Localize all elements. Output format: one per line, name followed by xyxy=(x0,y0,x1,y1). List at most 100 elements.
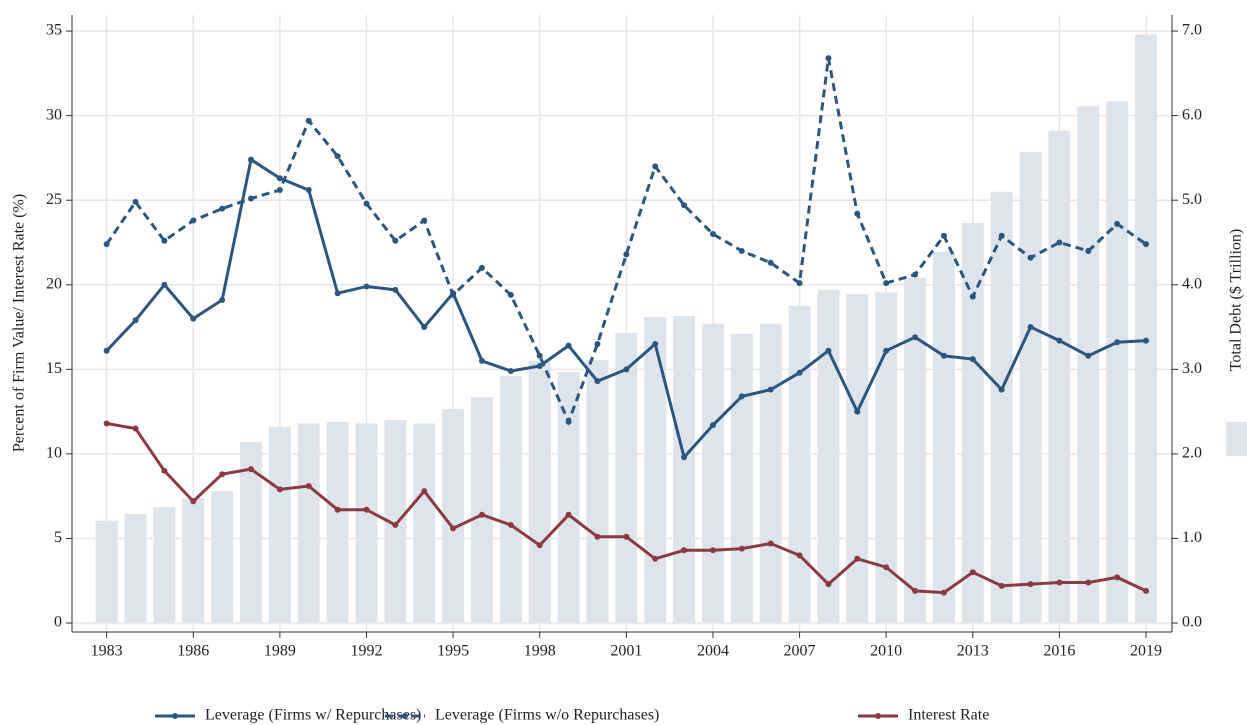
point xyxy=(190,217,197,224)
point xyxy=(738,545,745,552)
point xyxy=(1056,239,1063,246)
x-tick-label: 1998 xyxy=(524,643,556,660)
point xyxy=(219,205,226,212)
x-tick-label: 2001 xyxy=(610,643,642,660)
y-tick-label: 10 xyxy=(46,445,62,462)
point xyxy=(392,286,399,293)
bar xyxy=(1135,34,1157,624)
point xyxy=(190,315,197,322)
point xyxy=(161,281,168,288)
x-tick-label: 2007 xyxy=(784,643,816,660)
point xyxy=(1085,247,1092,254)
bar xyxy=(586,360,609,624)
point xyxy=(132,198,139,205)
point xyxy=(652,163,659,170)
legend-point xyxy=(402,713,408,719)
point xyxy=(305,187,312,194)
bar xyxy=(240,442,262,624)
legend-point xyxy=(172,713,178,719)
point xyxy=(363,506,370,513)
y-tick-label: 0 xyxy=(54,614,62,631)
point xyxy=(219,471,226,478)
point xyxy=(623,366,630,373)
point xyxy=(161,467,168,474)
bar xyxy=(355,423,378,624)
y2-tick-label: 3.0 xyxy=(1182,360,1202,377)
bar xyxy=(990,191,1013,624)
point xyxy=(998,386,1005,393)
point xyxy=(392,521,399,528)
bar xyxy=(528,360,551,624)
x-tick-label: 1995 xyxy=(437,643,469,660)
y2-tick-label: 0.0 xyxy=(1182,614,1202,631)
bar-legend-swatch xyxy=(1226,422,1247,456)
point xyxy=(652,340,659,347)
point xyxy=(478,264,485,271)
point xyxy=(969,569,976,576)
point xyxy=(623,533,630,540)
point xyxy=(248,466,255,473)
point xyxy=(594,533,601,540)
y2-tick-label: 2.0 xyxy=(1182,445,1202,462)
point xyxy=(536,362,543,369)
bar xyxy=(759,323,782,624)
point xyxy=(883,564,890,571)
x-tick-label: 1983 xyxy=(91,643,123,660)
bar xyxy=(557,371,580,624)
point xyxy=(305,483,312,490)
bar xyxy=(1077,106,1100,624)
point xyxy=(796,552,803,559)
legend-label: Leverage (Firms w/o Repurchases) xyxy=(435,707,659,724)
point xyxy=(825,347,832,354)
bar xyxy=(499,376,522,624)
point xyxy=(392,237,399,244)
y2-tick-label: 6.0 xyxy=(1182,106,1202,123)
point xyxy=(305,117,312,124)
x-tick-label: 1992 xyxy=(350,643,382,660)
y-axis-label: Percent of Firm Value/ Interest Rate (%) xyxy=(11,194,28,452)
bar xyxy=(471,397,493,624)
bar xyxy=(211,491,234,624)
bar xyxy=(701,323,724,624)
point xyxy=(276,486,283,493)
point xyxy=(334,506,341,513)
point xyxy=(883,347,890,354)
bar xyxy=(904,278,927,624)
point xyxy=(709,547,716,554)
point xyxy=(940,232,947,239)
point xyxy=(652,555,659,562)
point xyxy=(796,280,803,287)
y2-axis-label: Total Debt ($ Trillion) xyxy=(1228,229,1245,371)
point xyxy=(594,340,601,347)
legend-label: Interest Rate xyxy=(908,707,989,724)
bar xyxy=(95,520,118,624)
point xyxy=(248,156,255,163)
point xyxy=(1056,579,1063,586)
point xyxy=(450,291,457,298)
point xyxy=(450,525,457,532)
lines xyxy=(103,55,1150,596)
point xyxy=(912,271,919,278)
point xyxy=(1114,339,1121,346)
point xyxy=(276,175,283,182)
point xyxy=(623,251,630,258)
point xyxy=(1027,581,1034,588)
y-tick-label: 25 xyxy=(46,191,62,208)
point xyxy=(565,418,572,425)
y-tick-label: 5 xyxy=(54,529,62,546)
point xyxy=(103,241,110,248)
bar xyxy=(1048,130,1071,624)
y-tick-label: 15 xyxy=(46,360,62,377)
bar xyxy=(442,409,465,624)
bar xyxy=(961,223,984,624)
point xyxy=(998,232,1005,239)
y2-tick-label: 4.0 xyxy=(1182,275,1202,292)
bar xyxy=(644,316,667,624)
legend-point xyxy=(875,713,881,719)
point xyxy=(854,555,861,562)
point xyxy=(1027,324,1034,331)
y-tick-label: 20 xyxy=(46,275,62,292)
y2-tick-label: 1.0 xyxy=(1182,529,1202,546)
x-tick-label: 1986 xyxy=(177,643,209,660)
legend-label: Leverage (Firms w/ Repurchases) xyxy=(205,707,421,724)
